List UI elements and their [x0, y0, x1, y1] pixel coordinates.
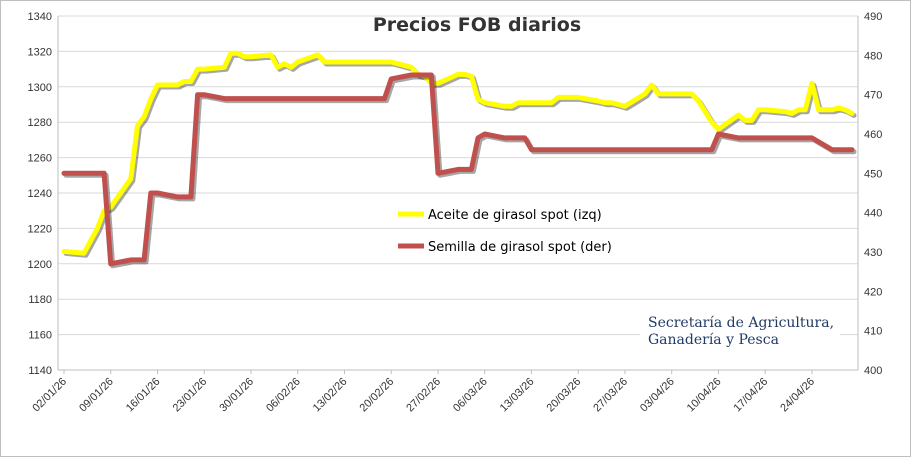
y-right-tick-label: 460	[864, 129, 882, 141]
legend: Aceite de girasol spot (izq) Semilla de …	[398, 208, 612, 255]
y-left-tick-label: 1200	[28, 259, 52, 271]
y-right-tick-label: 400	[864, 365, 882, 377]
x-tick-label: 02/01/26	[30, 376, 69, 415]
y-left-tick-label: 1220	[28, 223, 52, 235]
series-shadow-aceite	[63, 52, 857, 258]
watermark: Secretaría de Agricultura, Ganadería y P…	[640, 308, 840, 351]
y-left-tick-label: 1280	[28, 117, 52, 129]
x-tick-label: 27/03/26	[591, 376, 630, 415]
watermark-background	[640, 308, 840, 351]
y-left-tick-label: 1160	[28, 330, 52, 342]
y-right-tick-label: 470	[864, 90, 882, 102]
series-lines	[61, 50, 857, 269]
y-right-tick-label: 420	[864, 286, 882, 298]
x-tick-label: 09/01/26	[77, 376, 116, 415]
legend-label-semilla: Semilla de girasol spot (der)	[428, 240, 612, 255]
y-left-tick-label: 1180	[28, 294, 52, 306]
x-tick-label: 10/04/26	[685, 376, 724, 415]
y-left-tick-label: 1320	[28, 46, 52, 58]
y-axis-left: 1140 1160 1180 1200 1220 1240 1260 1280 1300 1320…	[28, 11, 59, 377]
x-tick-label: 20/02/26	[358, 376, 397, 415]
x-tick-label: 27/02/26	[404, 376, 443, 415]
x-tick-label: 20/03/26	[545, 376, 584, 415]
x-tick-label: 06/02/26	[264, 376, 303, 415]
x-tick-label: 03/04/26	[638, 376, 677, 415]
chart-title: Precios FOB diarios	[373, 14, 581, 36]
x-tick-label: 16/01/26	[124, 376, 163, 415]
x-tick-label: 30/01/26	[217, 376, 256, 415]
watermark-line-2: Ganadería y Pesca	[648, 332, 779, 348]
legend-label-aceite: Aceite de girasol spot (izq)	[428, 208, 602, 223]
y-right-tick-label: 490	[864, 11, 882, 23]
y-right-tick-label: 480	[864, 50, 882, 62]
x-tick-label: 13/03/26	[498, 376, 537, 415]
series-line-semilla	[61, 72, 855, 267]
y-axis-right: 400 410 420 430 440 450 460 470 480 490	[857, 11, 882, 377]
y-right-tick-label: 430	[864, 247, 882, 259]
series-line-aceite	[61, 50, 855, 256]
y-right-tick-label: 450	[864, 168, 882, 180]
y-left-tick-label: 1300	[28, 82, 52, 94]
y-left-tick-label: 1340	[28, 11, 52, 23]
x-tick-label: 06/03/26	[451, 376, 490, 415]
x-tick-label: 23/01/26	[171, 376, 210, 415]
y-left-tick-label: 1240	[28, 188, 52, 200]
x-axis: 02/01/26 09/01/26 16/01/26 23/01/26 30/01/26…	[30, 369, 858, 415]
y-right-tick-label: 440	[864, 208, 882, 220]
x-tick-label: 24/04/26	[778, 376, 817, 415]
x-tick-label: 17/04/26	[732, 376, 771, 415]
watermark-line-1: Secretaría de Agricultura,	[648, 315, 834, 331]
y-right-tick-label: 410	[864, 326, 882, 338]
y-left-tick-label: 1140	[28, 365, 52, 377]
y-left-tick-label: 1260	[28, 153, 52, 165]
x-tick-label: 13/02/26	[311, 376, 350, 415]
